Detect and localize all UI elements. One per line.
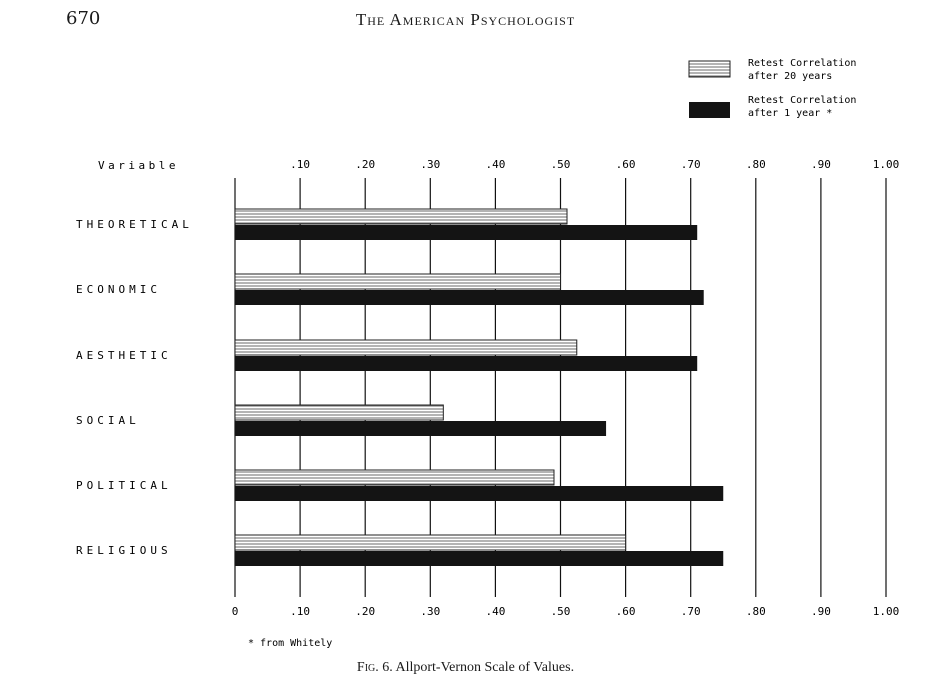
top-tick-label: .40	[485, 158, 505, 171]
top-tick-label: .10	[290, 158, 310, 171]
top-tick-label: .90	[811, 158, 831, 171]
page-number: 670	[66, 8, 101, 29]
bar-20-years	[234, 404, 444, 421]
top-tick-label: .80	[746, 158, 766, 171]
bottom-tick-label: .20	[355, 605, 375, 618]
bottom-tick-label: .30	[420, 605, 440, 618]
bar-1-year	[235, 486, 724, 501]
bar-20-years	[234, 469, 555, 486]
legend: Retest Correlation after 20 years Retest C…	[688, 58, 856, 119]
bottom-tick-label: .60	[616, 605, 636, 618]
top-tick-label: .60	[616, 158, 636, 171]
top-tick-label: .20	[355, 158, 375, 171]
legend-label: Retest Correlation	[748, 58, 856, 69]
legend-swatch-20-years	[688, 60, 731, 78]
category-label: AESTHETIC	[76, 349, 172, 362]
legend-label: after 1 year *	[748, 108, 832, 119]
bar-1-year	[235, 356, 698, 371]
bottom-tick-label: .90	[811, 605, 831, 618]
top-tick-label: .30	[420, 158, 440, 171]
bottom-tick-label: .10	[290, 605, 310, 618]
top-tick-label: .50	[551, 158, 571, 171]
bottom-tick-label: .40	[485, 605, 505, 618]
figure-caption: Fig. 6. Allport-Vernon Scale of Values.	[0, 660, 931, 676]
bar-20-years	[234, 534, 627, 551]
bars	[234, 208, 724, 566]
running-head: The American Psychologist	[355, 10, 576, 29]
bottom-tick-label: 0	[232, 605, 239, 618]
figure-label: Fig. 6.	[356, 660, 393, 675]
legend-label: after 20 years	[748, 71, 832, 82]
category-label: SOCIAL	[76, 414, 140, 427]
bar-20-years	[234, 208, 568, 225]
bottom-tick-label: .50	[551, 605, 571, 618]
bar-20-years	[234, 339, 578, 356]
category-label: POLITICAL	[76, 479, 172, 492]
bottom-tick-label: .80	[746, 605, 766, 618]
footnote: * from Whitely	[248, 638, 332, 649]
bar-1-year	[235, 551, 724, 566]
legend-label: Retest Correlation	[748, 95, 856, 106]
bottom-tick-label: 1.00	[873, 605, 900, 618]
category-label: ECONOMIC	[76, 283, 161, 296]
legend-swatch-1-year	[689, 102, 730, 118]
bar-20-years	[234, 273, 561, 290]
row-header: Variable	[98, 159, 179, 172]
grid-lines	[234, 178, 887, 597]
bottom-tick-label: .70	[681, 605, 701, 618]
top-tick-label: .70	[681, 158, 701, 171]
bar-1-year	[235, 225, 698, 240]
top-tick-label: 1.00	[873, 158, 900, 171]
bar-1-year	[235, 421, 607, 436]
category-label: THEORETICAL	[76, 218, 193, 231]
caption-text: Allport-Vernon Scale of Values.	[395, 660, 575, 675]
bar-1-year	[235, 290, 704, 305]
labels: Variable .10 .20 .30 .40 .50 .60 .70 .80 .90 1.00 0…	[76, 158, 899, 649]
category-label: RELIGIOUS	[76, 544, 172, 557]
